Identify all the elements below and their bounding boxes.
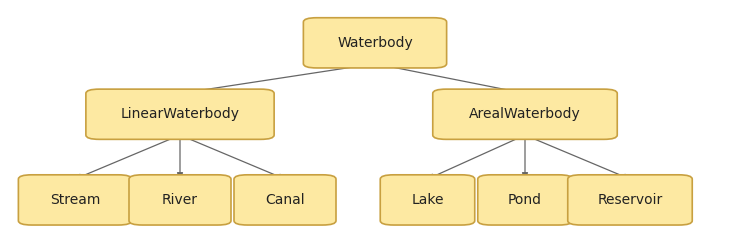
FancyBboxPatch shape: [478, 175, 572, 225]
FancyBboxPatch shape: [303, 18, 446, 68]
Text: River: River: [162, 193, 198, 207]
FancyBboxPatch shape: [129, 175, 231, 225]
Text: Reservoir: Reservoir: [597, 193, 663, 207]
Text: Stream: Stream: [50, 193, 100, 207]
FancyBboxPatch shape: [380, 175, 475, 225]
FancyBboxPatch shape: [568, 175, 692, 225]
Text: LinearWaterbody: LinearWaterbody: [121, 107, 239, 121]
Text: Pond: Pond: [508, 193, 542, 207]
Text: Lake: Lake: [411, 193, 444, 207]
Text: Canal: Canal: [266, 193, 305, 207]
FancyBboxPatch shape: [234, 175, 336, 225]
Text: ArealWaterbody: ArealWaterbody: [470, 107, 580, 121]
Text: Waterbody: Waterbody: [338, 36, 412, 50]
FancyBboxPatch shape: [433, 89, 617, 139]
FancyBboxPatch shape: [19, 175, 132, 225]
FancyBboxPatch shape: [86, 89, 274, 139]
